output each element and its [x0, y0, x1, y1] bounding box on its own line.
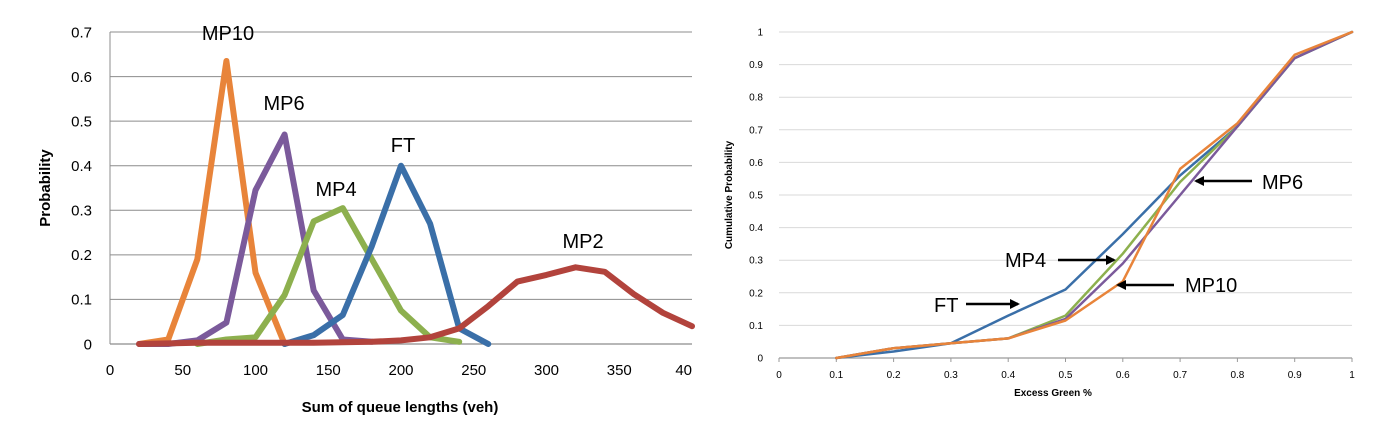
x-tick-label: 0: [776, 370, 782, 381]
y-tick-label: 0.4: [71, 158, 92, 175]
series-line-mp2: [136, 264, 695, 347]
x-tick-label: 0: [106, 362, 114, 379]
annotation-ft: FT: [934, 295, 1020, 317]
y-tick-label: 0.3: [749, 256, 763, 267]
left-label-mp6: MP6: [263, 93, 304, 115]
left-label-mp2: MP2: [562, 231, 603, 253]
x-tick-label: 0.2: [887, 370, 901, 381]
y-tick-label: 0.5: [71, 113, 92, 130]
left-series: [136, 58, 695, 347]
x-tick-label: 300: [534, 362, 559, 379]
series-line-mp10: [136, 58, 288, 347]
queue-length-chart: 0 0.1 0.2 0.3 0.4 0.5 0.6 0.7 0 50 100 150 200 250 300…: [37, 23, 695, 416]
y-tick-label: 0.5: [749, 191, 763, 202]
x-tick-label: 50: [174, 362, 191, 379]
x-tick-label: 0.6: [1116, 370, 1130, 381]
y-tick-label: 0.2: [749, 288, 763, 299]
right-series: [835, 30, 1354, 360]
x-tick-label: 350: [607, 362, 632, 379]
annotation-ft-label: FT: [934, 295, 958, 317]
right-x-axis-title: Excess Green %: [1014, 388, 1092, 399]
annotation-mp4-label: MP4: [1005, 250, 1046, 272]
x-tick-label: 0.8: [1230, 370, 1244, 381]
left-label-mp10: MP10: [202, 23, 254, 45]
x-tick-label: 0.4: [1001, 370, 1015, 381]
x-tick-label: 0.7: [1173, 370, 1187, 381]
x-tick-label: 100: [243, 362, 268, 379]
x-tick-label: 200: [388, 362, 413, 379]
series-line-mp10: [835, 30, 1354, 360]
y-tick-label: 0.2: [71, 247, 92, 264]
left-x-axis-title: Sum of queue lengths (veh): [302, 399, 499, 416]
y-tick-label: 0.6: [749, 158, 763, 169]
right-y-axis-title: Cumulative Probability: [724, 140, 735, 249]
y-tick-label: 1: [757, 28, 763, 39]
x-tick-label: 0.9: [1288, 370, 1302, 381]
excess-green-cdf-chart: 0 0.1 0.2 0.3 0.4 0.5 0.6 0.7 0.8 0.9 1 0 0.1 0.2 0.3 0…: [724, 28, 1355, 400]
series-line-mp4: [194, 205, 463, 347]
y-tick-label: 0: [757, 354, 763, 365]
annotation-mp4: MP4: [1005, 250, 1116, 272]
annotation-mp6: MP6: [1194, 172, 1303, 194]
left-y-axis-title: Probability: [37, 149, 54, 227]
y-tick-label: 0.9: [749, 60, 763, 71]
y-tick-label: 0.7: [71, 24, 92, 41]
x-tick-label: 40: [675, 362, 692, 379]
y-tick-label: 0: [84, 336, 92, 353]
right-tick-labels: 0 0.1 0.2 0.3 0.4 0.5 0.6 0.7 0.8 0.9 1 0 0.1 0.2 0.3 0…: [749, 28, 1355, 382]
x-tick-label: 150: [316, 362, 341, 379]
x-tick-label: 0.5: [1059, 370, 1073, 381]
left-gridlines: [109, 31, 692, 345]
annotation-mp10-label: MP10: [1185, 275, 1237, 297]
x-tick-label: 0.3: [944, 370, 958, 381]
y-tick-label: 0.1: [749, 321, 763, 332]
left-label-mp4: MP4: [315, 179, 356, 201]
y-tick-label: 0.7: [749, 125, 763, 136]
y-tick-label: 0.6: [71, 69, 92, 86]
x-tick-label: 0.1: [829, 370, 843, 381]
x-tick-label: 250: [461, 362, 486, 379]
x-tick-label: 1: [1349, 370, 1355, 381]
series-line-ft: [281, 162, 492, 347]
y-tick-label: 0.8: [749, 93, 763, 104]
left-tick-labels: 0 0.1 0.2 0.3 0.4 0.5 0.6 0.7 0 50 100 150 200 250 300…: [71, 24, 692, 379]
left-label-ft: FT: [391, 135, 415, 157]
annotation-mp6-label: MP6: [1262, 172, 1303, 194]
y-tick-label: 0.4: [749, 223, 763, 234]
y-tick-label: 0.1: [71, 292, 92, 309]
y-tick-label: 0.3: [71, 203, 92, 220]
right-gridlines: [778, 31, 1353, 362]
annotation-mp10: MP10: [1116, 275, 1237, 297]
